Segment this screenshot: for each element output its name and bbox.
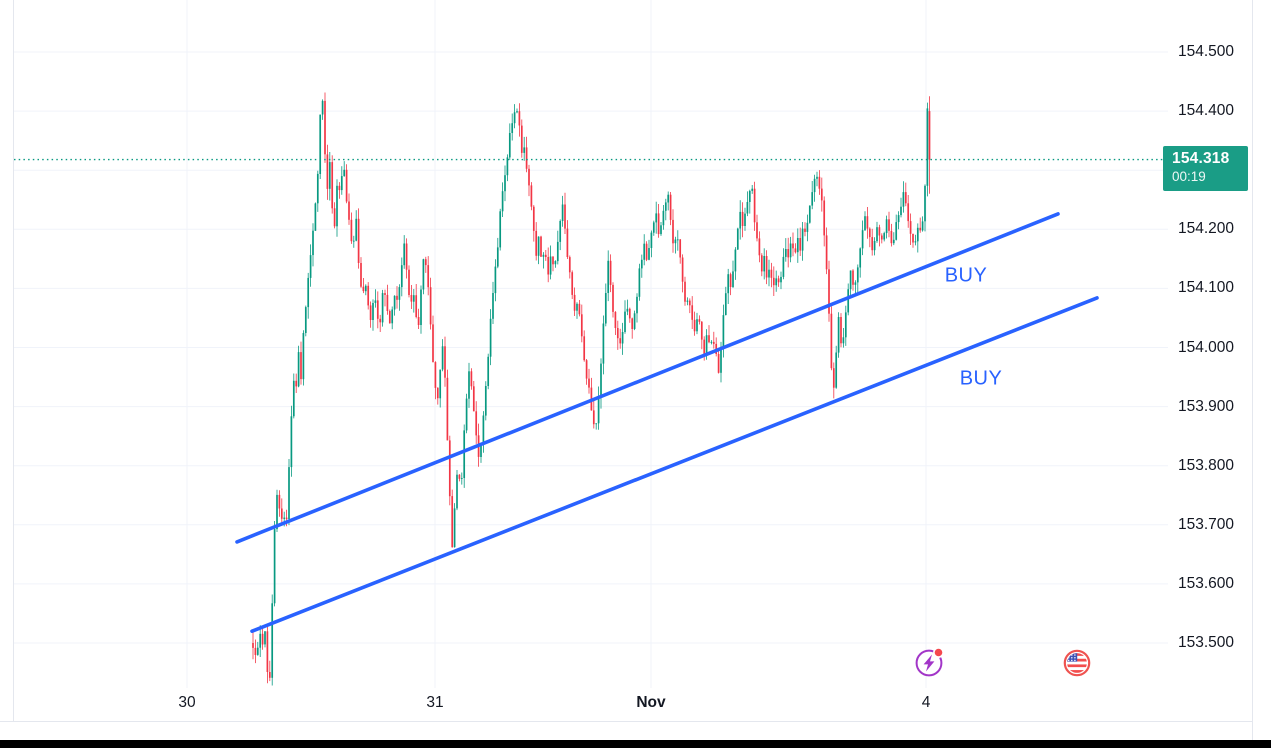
price-tick-label: 153.500 [1177, 634, 1235, 651]
pane-right-border [1252, 0, 1253, 740]
buy-annotation[interactable]: BUY [944, 264, 988, 287]
price-tick-label: 154.000 [1177, 339, 1235, 356]
trendline-upper[interactable] [235, 212, 1060, 544]
price-tick-label: 153.800 [1177, 457, 1235, 474]
price-tick-label: 154.500 [1177, 43, 1235, 60]
us-flag-event-icon[interactable] [1063, 649, 1091, 677]
trendline-lower[interactable] [250, 296, 1099, 634]
grid [14, 0, 1168, 688]
bottom-black-bar [0, 740, 1271, 748]
price-tick-label: 153.600 [1177, 575, 1235, 592]
time-tick-label: 31 [426, 694, 444, 711]
price-tick-label: 154.200 [1177, 220, 1235, 237]
flash-event-icon[interactable] [915, 647, 944, 677]
buy-annotation[interactable]: BUY [959, 367, 1003, 390]
price-tick-label: 154.400 [1177, 102, 1235, 119]
price-tick-label: 154.100 [1177, 279, 1235, 296]
bar-countdown-timer: 00:19 [1172, 169, 1206, 184]
last-price-value: 154.318 [1172, 150, 1230, 167]
price-tick-label: 153.700 [1177, 516, 1235, 533]
time-axis-bottom-border [0, 721, 1252, 722]
notification-dot [933, 647, 944, 658]
pane-left-border [13, 0, 14, 721]
time-tick-label: Nov [636, 694, 666, 711]
time-tick-label: 4 [921, 694, 931, 711]
candles [252, 92, 931, 686]
price-tick-label: 153.900 [1177, 398, 1235, 415]
time-tick-label: 30 [178, 694, 196, 711]
last-price-badge: 154.318 00:19 [1163, 146, 1248, 191]
